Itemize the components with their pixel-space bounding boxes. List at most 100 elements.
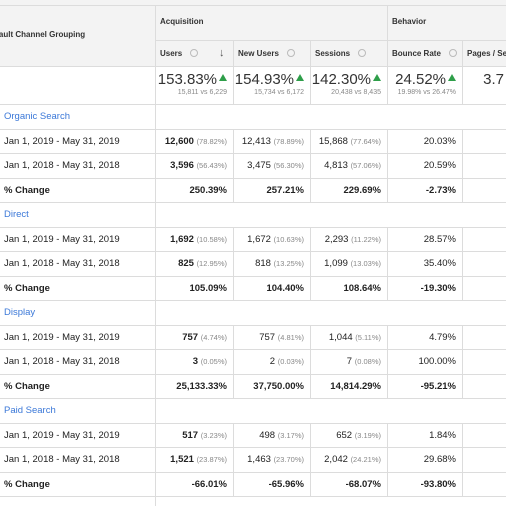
cell: 1,044 (5.11%) — [310, 332, 381, 343]
hl — [0, 300, 506, 301]
cell: 104.40% — [233, 283, 304, 294]
summary-value: 24.52% — [395, 71, 446, 88]
cell-value: -66.01% — [191, 478, 227, 490]
vl — [233, 471, 234, 496]
vl — [233, 251, 234, 276]
vl — [462, 422, 463, 447]
cell-share: (0.05%) — [200, 357, 227, 366]
cell: 7 (0.08%) — [310, 356, 381, 367]
cell-value: 100.00% — [418, 356, 456, 367]
cell: -95.21% — [387, 381, 456, 392]
column-header[interactable]: Pages / Session — [467, 49, 506, 58]
row-label: Jan 1, 2018 - May 31, 2018 — [4, 356, 120, 367]
cell-value: -93.80% — [420, 478, 456, 490]
cell-value: 35.40% — [423, 258, 456, 269]
cell-share: (78.82%) — [196, 136, 227, 146]
cell-share: (10.63%) — [273, 234, 304, 244]
hl — [0, 177, 506, 179]
cell-share: (23.87%) — [196, 455, 227, 464]
column-header[interactable]: Users — [160, 49, 183, 58]
cell: 257.21% — [233, 185, 304, 196]
cell-value: 2 — [269, 356, 276, 367]
cell-share: (3.17%) — [277, 430, 304, 440]
group-name[interactable]: Direct — [4, 209, 29, 220]
cell-value: 652 — [336, 429, 353, 441]
cell: 1,099 (13.03%) — [310, 258, 381, 269]
cell: 28.57% — [387, 234, 456, 245]
cell-value: 25,133.33% — [176, 380, 227, 392]
cell: -66.01% — [155, 479, 227, 490]
vl — [310, 324, 311, 349]
cell-value: 15,868 — [318, 135, 348, 147]
vl — [387, 471, 388, 496]
cell-share: (12.95%) — [196, 259, 227, 268]
vl — [462, 373, 463, 398]
cell: 25,133.33% — [155, 381, 227, 392]
help-icon — [358, 49, 367, 57]
hl — [0, 447, 506, 448]
cell: 818 (13.25%) — [233, 258, 304, 269]
row-label: Jan 1, 2018 - May 31, 2018 — [4, 160, 120, 171]
cell: 14,814.29% — [310, 381, 381, 392]
cell: -93.80% — [387, 479, 456, 490]
column-header[interactable]: New Users — [238, 49, 279, 58]
up-arrow — [296, 74, 304, 81]
cell-value: 2,042 — [324, 454, 348, 465]
vl — [233, 422, 234, 447]
group-name[interactable]: Paid Search — [4, 405, 56, 416]
cell-value: 257.21% — [266, 184, 304, 196]
cell-value: 3 — [192, 356, 199, 367]
hl — [0, 251, 506, 252]
vl — [310, 251, 311, 276]
hl — [155, 40, 506, 41]
header-group: Behavior — [392, 17, 427, 26]
vl — [233, 373, 234, 398]
up-arrow — [448, 74, 456, 81]
cell: 2,042 (24.21%) — [310, 454, 381, 465]
cell: 12,413 (78.89%) — [233, 136, 304, 147]
cell: 757 (4.81%) — [233, 332, 304, 343]
vl — [387, 177, 388, 202]
vl — [387, 447, 388, 472]
cell: 517 (3.23%) — [155, 430, 227, 441]
cell: -68.07% — [310, 479, 381, 490]
cell-share: (23.70%) — [273, 455, 304, 464]
vl — [310, 226, 311, 251]
cell-value: 1,692 — [170, 233, 194, 245]
cell: -2.73% — [387, 185, 456, 196]
cell-value: 14,814.29% — [330, 380, 381, 392]
cell-value: 1,044 — [328, 331, 353, 343]
hl — [0, 226, 506, 228]
vl — [462, 251, 463, 276]
column-header[interactable]: Sessions — [315, 49, 351, 58]
cell-value: 28.57% — [423, 233, 456, 245]
vl — [387, 251, 388, 276]
header-dimension: Default Channel Grouping — [0, 30, 86, 39]
cell-value: 818 — [255, 258, 271, 269]
cell: 108.64% — [310, 283, 381, 294]
hl — [0, 153, 506, 154]
help-icon — [448, 49, 457, 57]
cell-value: 825 — [178, 258, 194, 269]
group-name[interactable]: Display — [4, 307, 36, 318]
cell-value: 37,750.00% — [253, 380, 304, 392]
cell-value: 250.39% — [189, 184, 227, 196]
sort-arrow: ↓ — [219, 47, 225, 59]
row-label: % Change — [4, 478, 50, 490]
cell: 1,672 (10.63%) — [233, 234, 304, 245]
cell-value: 229.69% — [343, 184, 381, 196]
column-header[interactable]: Bounce Rate — [392, 49, 441, 58]
cell-value: 517 — [182, 429, 199, 441]
cell-share: (4.74%) — [200, 332, 227, 342]
cell-share: (0.03%) — [277, 357, 304, 366]
cell-value: 1,463 — [247, 454, 271, 465]
cell: 1,521 (23.87%) — [155, 454, 227, 465]
summary-value: 153.83% — [157, 71, 217, 88]
cell-value: 1.84% — [429, 429, 456, 441]
cell-share: (3.23%) — [200, 430, 227, 440]
vl — [387, 422, 388, 447]
group-name[interactable]: Organic Search — [4, 111, 71, 122]
cell-value: 1,521 — [170, 454, 194, 465]
vl — [387, 349, 388, 374]
hl — [0, 128, 506, 130]
